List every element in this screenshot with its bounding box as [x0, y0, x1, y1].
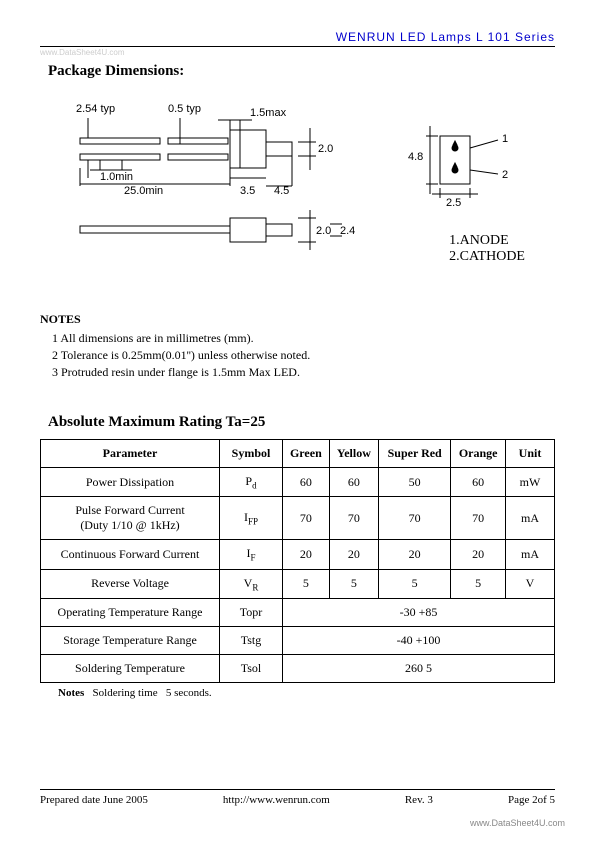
pin-2-marker: 2: [502, 169, 508, 181]
cell-symbol: Tstg: [220, 627, 283, 655]
cell-value: 60: [329, 468, 378, 497]
cell-value: 20: [283, 540, 330, 569]
dim-15max: 1.5max: [250, 107, 287, 119]
dim-254typ: 2.54 typ: [76, 103, 115, 115]
footer: Prepared date June 2005 http://www.wenru…: [40, 789, 555, 806]
cell-merged: -30 +85: [283, 599, 555, 627]
cell-symbol: Tsol: [220, 655, 283, 683]
col-orange: Orange: [451, 440, 506, 468]
cell-parameter: Continuous Forward Current: [41, 540, 220, 569]
table-row: Soldering TemperatureTsol260 5: [41, 655, 555, 683]
dim-25: 2.5: [446, 197, 461, 209]
header-text: WENRUN LED Lamps L 101 Series: [40, 30, 555, 47]
section-title-package: Package Dimensions:: [48, 63, 555, 80]
footer-rev: Rev. 3: [405, 794, 433, 806]
cell-unit: mA: [506, 497, 555, 540]
dim-10min: 1.0min: [100, 171, 133, 183]
cell-symbol: Topr: [220, 599, 283, 627]
cell-unit: mW: [506, 468, 555, 497]
note-3: 3 Protruded resin under flange is 1.5mm …: [52, 365, 555, 380]
cell-parameter: Pulse Forward Current(Duty 1/10 @ 1kHz): [41, 497, 220, 540]
table-row: Operating Temperature RangeTopr-30 +85: [41, 599, 555, 627]
table-row: Continuous Forward CurrentIF20202020mA: [41, 540, 555, 569]
cell-parameter: Storage Temperature Range: [41, 627, 220, 655]
pin-label-anode: 1.ANODE: [449, 233, 525, 249]
cell-merged: 260 5: [283, 655, 555, 683]
note-2: 2 Tolerance is 0.25mm(0.01'') unless oth…: [52, 348, 555, 363]
cell-symbol: IFP: [220, 497, 283, 540]
col-parameter: Parameter: [41, 440, 220, 468]
rating-title: Absolute Maximum Rating Ta=25: [48, 414, 555, 431]
cell-parameter: Power Dissipation: [41, 468, 220, 497]
cell-symbol: IF: [220, 540, 283, 569]
table-note: Notes Soldering time 5 seconds.: [58, 687, 555, 699]
cell-value: 20: [329, 540, 378, 569]
table-header-row: Parameter Symbol Green Yellow Super Red …: [41, 440, 555, 468]
cell-value: 50: [379, 468, 451, 497]
pin-1-marker: 1: [502, 133, 508, 145]
cell-symbol: Pd: [220, 468, 283, 497]
cell-value: 60: [451, 468, 506, 497]
cell-value: 70: [329, 497, 378, 540]
dim-24: 2.4: [340, 225, 355, 237]
cell-unit: mA: [506, 540, 555, 569]
col-superred: Super Red: [379, 440, 451, 468]
footer-page: Page 2of 5: [508, 794, 555, 806]
cell-value: 60: [283, 468, 330, 497]
rating-table: Parameter Symbol Green Yellow Super Red …: [40, 439, 555, 683]
cell-symbol: VR: [220, 569, 283, 598]
cell-value: 20: [451, 540, 506, 569]
notes-list: 1 All dimensions are in millimetres (mm)…: [52, 331, 555, 380]
table-row: Storage Temperature RangeTstg-40 +100: [41, 627, 555, 655]
dim-48: 4.8: [408, 151, 423, 163]
cell-parameter: Operating Temperature Range: [41, 599, 220, 627]
table-row: Pulse Forward Current(Duty 1/10 @ 1kHz)I…: [41, 497, 555, 540]
dim-20: 2.0: [318, 143, 333, 155]
dim-45: 4.5: [274, 185, 289, 197]
cell-value: 5: [283, 569, 330, 598]
note-1: 1 All dimensions are in millimetres (mm)…: [52, 331, 555, 346]
pin-label-cathode: 2.CATHODE: [449, 249, 525, 265]
dim-05typ: 0.5 typ: [168, 103, 201, 115]
cell-value: 5: [329, 569, 378, 598]
cell-value: 70: [379, 497, 451, 540]
cell-value: 5: [379, 569, 451, 598]
table-row: Reverse VoltageVR5555V: [41, 569, 555, 598]
cell-value: 20: [379, 540, 451, 569]
dim-35: 3.5: [240, 185, 255, 197]
cell-merged: -40 +100: [283, 627, 555, 655]
col-symbol: Symbol: [220, 440, 283, 468]
cell-parameter: Reverse Voltage: [41, 569, 220, 598]
dim-20b: 2.0: [316, 225, 331, 237]
col-green: Green: [283, 440, 330, 468]
cell-value: 70: [283, 497, 330, 540]
cell-parameter: Soldering Temperature: [41, 655, 220, 683]
footer-url: http://www.wenrun.com: [223, 794, 330, 806]
col-unit: Unit: [506, 440, 555, 468]
col-yellow: Yellow: [329, 440, 378, 468]
footer-date: Prepared date June 2005: [40, 794, 148, 806]
cell-unit: V: [506, 569, 555, 598]
datasheet4u-mark: www.DataSheet4U.com: [470, 818, 565, 828]
watermark-top: www.DataSheet4U.com: [40, 48, 124, 57]
table-row: Power DissipationPd60605060mW: [41, 468, 555, 497]
cell-value: 5: [451, 569, 506, 598]
notes-title: NOTES: [40, 312, 555, 327]
dim-250min: 25.0min: [124, 185, 163, 197]
cell-value: 70: [451, 497, 506, 540]
package-diagram: 2.54 typ 0.5 typ 1.5max 2.0 1.0min 25.0m…: [40, 98, 555, 298]
